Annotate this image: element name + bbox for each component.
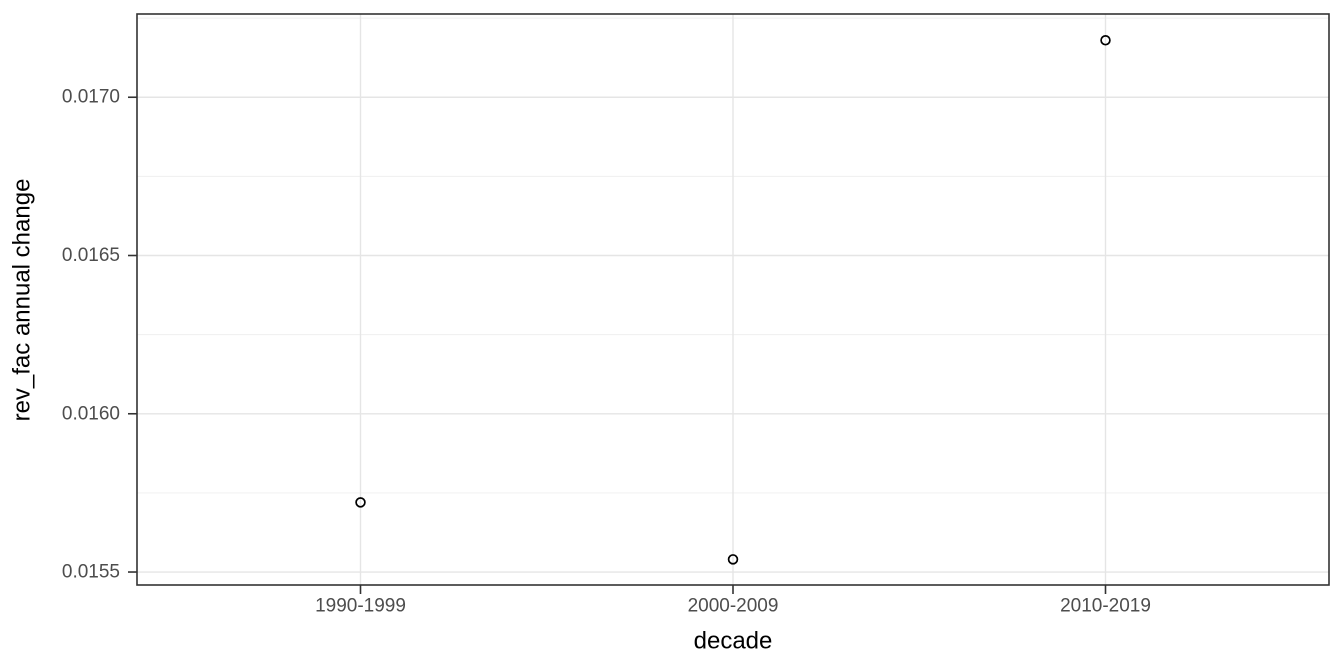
x-axis-title: decade <box>694 628 773 655</box>
x-tick-label: 2000-2009 <box>688 596 779 617</box>
data-point <box>355 497 366 508</box>
y-tick-label: 0.0160 <box>62 403 120 424</box>
y-tick-label: 0.0165 <box>62 245 120 266</box>
data-points <box>355 35 1111 565</box>
y-tick-label: 0.0155 <box>62 562 120 583</box>
x-axis-tick-labels: 1990-1999 2000-2009 2010-2019 <box>315 596 1151 617</box>
y-tick-label: 0.0170 <box>62 87 120 108</box>
y-axis-tick-labels: 0.0155 0.0160 0.0165 0.0170 <box>62 87 120 583</box>
axis-ticks <box>128 96 1107 594</box>
x-tick-label: 1990-1999 <box>315 596 406 617</box>
gridlines-major <box>137 14 1329 585</box>
data-point <box>1100 35 1111 46</box>
y-axis-title: rev_fac annual change <box>9 179 36 422</box>
x-tick-label: 2010-2019 <box>1060 596 1151 617</box>
data-point <box>727 554 739 565</box>
panel-border <box>136 13 1330 586</box>
